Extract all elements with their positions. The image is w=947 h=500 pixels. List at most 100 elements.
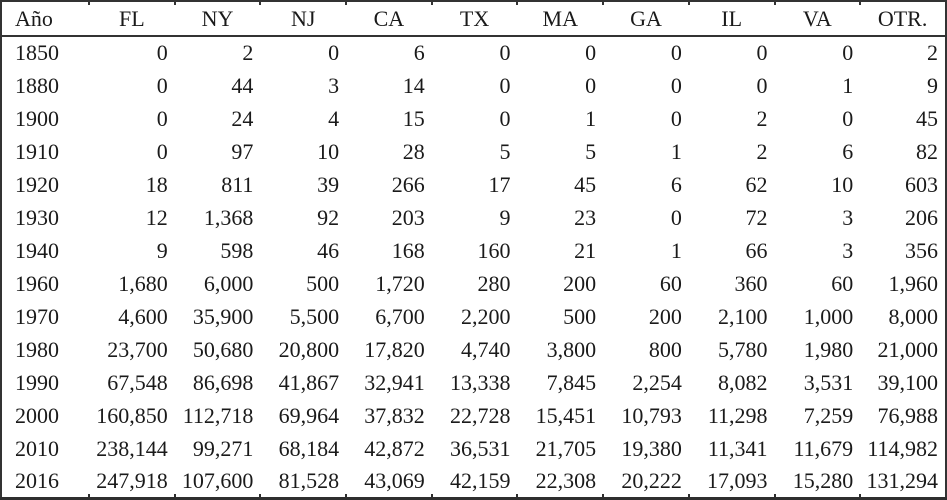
value-cell: 500 — [306, 270, 340, 296]
value-cell: 72 — [745, 204, 768, 230]
value-cell: 42,872 — [364, 435, 425, 461]
year-cell: 1990 — [15, 369, 59, 395]
value-cell: 20,800 — [278, 336, 340, 362]
value-cell: 360 — [734, 270, 768, 296]
value-cell: 10 — [317, 138, 340, 164]
value-cell: 60 — [831, 270, 854, 296]
value-cell: 2,254 — [632, 369, 682, 395]
value-cell: 5,780 — [718, 336, 768, 362]
table-header: Año FL NY NJ CA TX MA GA IL VA OTR. — [1, 0, 946, 37]
column-header-tx: TX — [430, 0, 518, 37]
value-cell: 19,380 — [621, 435, 682, 461]
column-header-nj: NJ — [259, 0, 347, 37]
value-cell: 42,159 — [430, 465, 518, 500]
value-cell: 8,000 — [888, 303, 939, 329]
value-cell: 114,982 — [867, 435, 938, 461]
value-cell: 45 — [916, 105, 938, 131]
value-cell: 0 — [156, 105, 168, 131]
value-cell: 0 — [842, 40, 854, 66]
column-header-ga: GA — [602, 0, 689, 37]
value-cell: 0 — [499, 105, 511, 131]
value-cell: 2,200 — [460, 303, 511, 329]
year-cell: 1980 — [15, 336, 59, 362]
year-cell: 1960 — [15, 270, 59, 296]
value-cell: 39 — [317, 171, 340, 197]
value-cell: 7,845 — [546, 369, 597, 395]
value-cell: 28 — [402, 138, 425, 164]
value-cell: 99,271 — [192, 435, 254, 461]
value-cell: 21,705 — [535, 435, 597, 461]
value-cell: 0 — [756, 72, 768, 98]
value-cell: 81,528 — [259, 465, 346, 500]
value-cell: 46 — [317, 237, 340, 263]
year-cell: 2000 — [15, 402, 59, 428]
value-cell: 131,294 — [859, 465, 946, 500]
value-cell: 21,000 — [877, 336, 939, 362]
value-cell: 0 — [670, 105, 682, 131]
value-cell: 68,184 — [278, 435, 340, 461]
value-cell: 1,000 — [803, 303, 854, 329]
table-row: 1910 0 97 10 28 5 5 1 2 6 82 — [1, 135, 946, 168]
table-row: 1960 1,680 6,000 500 1,720 280 200 60 360 60 1,960 — [1, 267, 946, 300]
value-cell: 60 — [659, 270, 682, 296]
value-cell: 92 — [317, 204, 340, 230]
table-row: 2010 238,144 99,271 68,184 42,872 36,531 21,70… — [1, 432, 946, 465]
value-cell: 1 — [842, 72, 854, 98]
value-cell: 14 — [402, 72, 425, 98]
value-cell: 11,679 — [793, 435, 854, 461]
value-cell: 168 — [391, 237, 425, 263]
column-header-ny: NY — [173, 0, 261, 37]
value-cell: 22,308 — [516, 465, 603, 500]
year-cell: 1900 — [15, 105, 59, 131]
value-cell: 356 — [905, 237, 938, 263]
value-cell: 21 — [574, 237, 597, 263]
value-cell: 32,941 — [364, 369, 425, 395]
value-cell: 2,100 — [718, 303, 768, 329]
value-cell: 2 — [756, 105, 768, 131]
value-cell: 1 — [585, 105, 597, 131]
table-row: 1900 0 24 4 15 0 1 0 2 0 45 — [1, 102, 946, 135]
value-cell: 82 — [916, 138, 938, 164]
value-cell: 41,867 — [278, 369, 340, 395]
value-cell: 160 — [477, 237, 511, 263]
value-cell: 200 — [648, 303, 682, 329]
value-cell: 6 — [842, 138, 854, 164]
year-cell: 1920 — [15, 171, 59, 197]
value-cell: 1,720 — [375, 270, 425, 296]
value-cell: 3 — [842, 237, 854, 263]
value-cell: 1 — [670, 237, 682, 263]
value-cell: 0 — [585, 40, 597, 66]
year-cell: 1930 — [15, 204, 59, 230]
table-row: 1980 23,700 50,680 20,800 17,820 4,740 3,800 80… — [1, 333, 946, 366]
value-cell: 37,832 — [364, 402, 425, 428]
value-cell: 23,700 — [107, 336, 168, 362]
value-cell: 15,280 — [773, 465, 861, 500]
value-cell: 17 — [488, 171, 511, 197]
value-cell: 66 — [745, 237, 768, 263]
value-cell: 2 — [756, 138, 768, 164]
value-cell: 10,793 — [621, 402, 682, 428]
table-row: 1920 18 811 39 266 17 45 6 62 10 603 — [1, 168, 946, 201]
column-header-ano: Año — [1, 1, 89, 37]
value-cell: 5 — [585, 138, 597, 164]
value-cell: 500 — [563, 303, 597, 329]
table-row: 1930 12 1,368 92 203 9 23 0 72 3 206 — [1, 201, 946, 234]
value-cell: 2 — [242, 40, 254, 66]
value-cell: 24 — [231, 105, 254, 131]
value-cell: 10 — [831, 171, 854, 197]
value-cell: 200 — [563, 270, 597, 296]
value-cell: 0 — [842, 105, 854, 131]
value-cell: 206 — [905, 204, 938, 230]
table-row: 1970 4,600 35,900 5,500 6,700 2,200 500 200 2,10… — [1, 300, 946, 333]
table-body: 1850 0 2 0 6 0 0 0 0 0 2 1880 0 44 3 14 0 0 0 0 1 9 1900 0 24 4 15… — [1, 36, 946, 500]
value-cell: 35,900 — [192, 303, 254, 329]
year-cell: 1970 — [15, 303, 59, 329]
value-cell: 45 — [574, 171, 597, 197]
value-cell: 9 — [927, 72, 938, 98]
table-row: 2000 160,850 112,718 69,964 37,832 22,728 15,4… — [1, 399, 946, 432]
value-cell: 20,222 — [602, 465, 689, 500]
value-cell: 2 — [927, 40, 938, 66]
value-cell: 76,988 — [877, 402, 939, 428]
column-header-va: VA — [773, 0, 861, 37]
